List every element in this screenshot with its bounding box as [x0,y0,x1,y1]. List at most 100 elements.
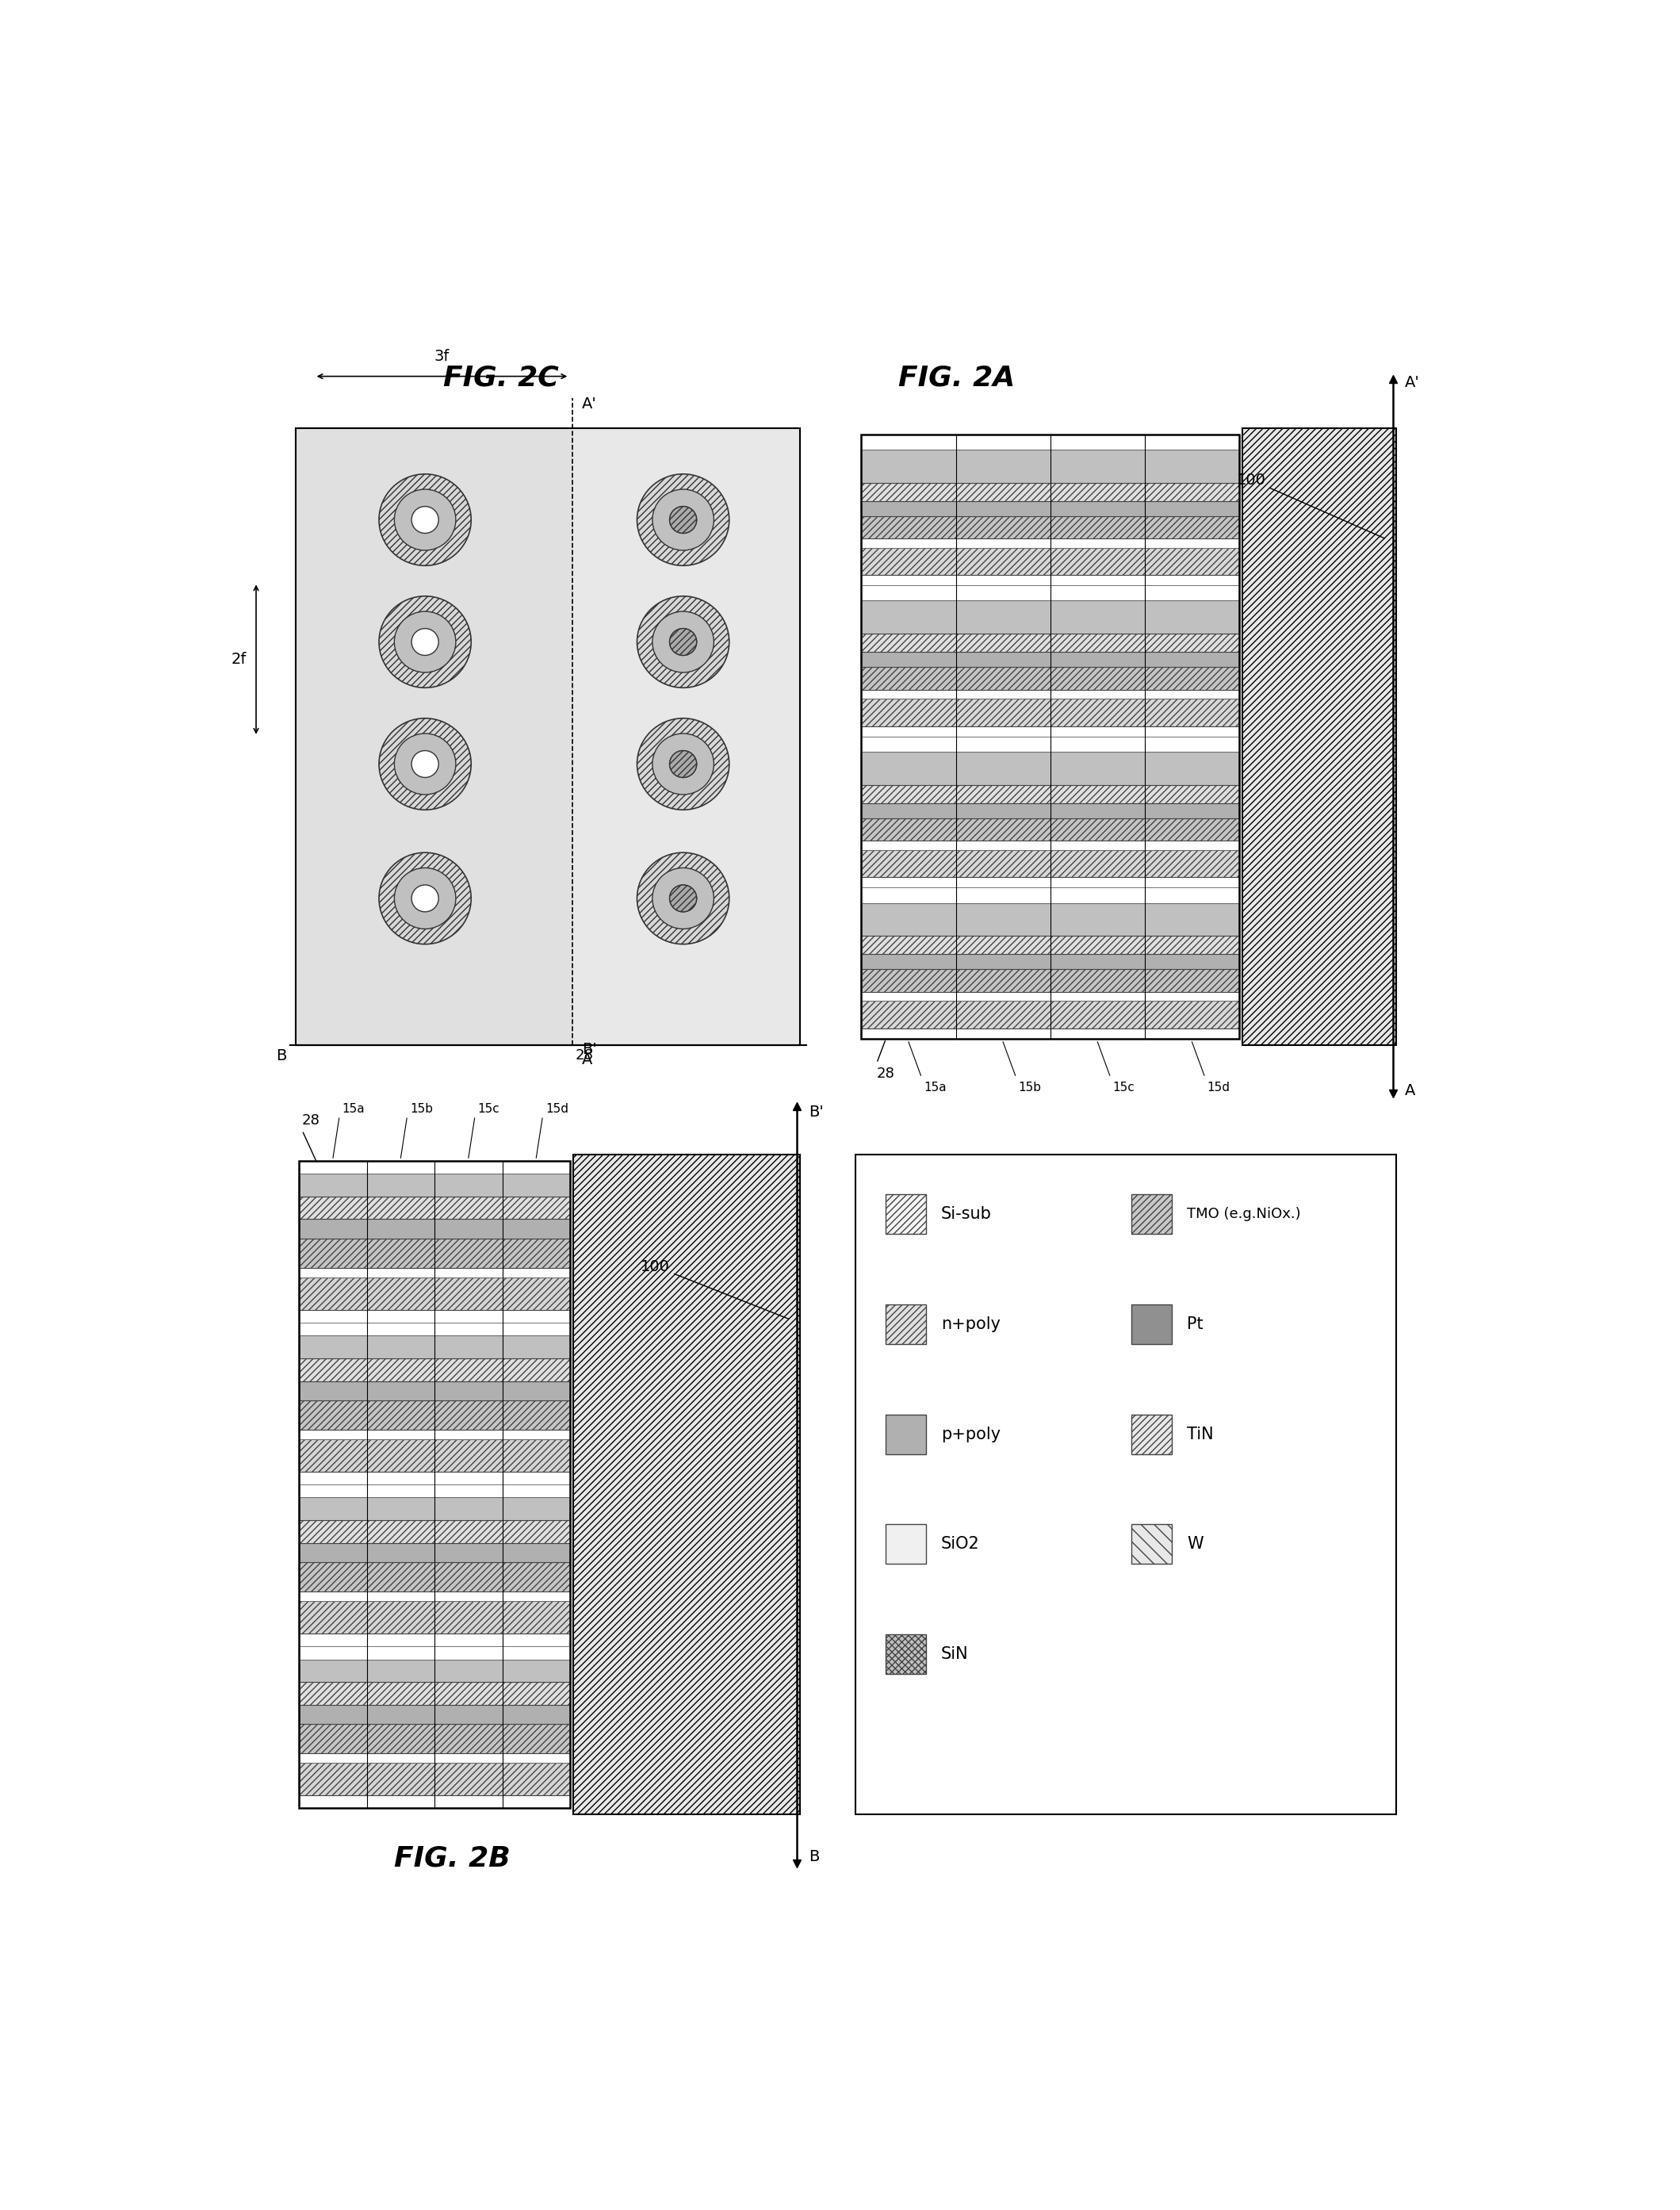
Bar [299,1174,570,1196]
Circle shape [380,718,470,809]
Bar [299,1682,570,1704]
Circle shape [652,869,714,928]
Bar [862,435,1240,1039]
Bar [299,1591,570,1600]
Circle shape [652,488,714,550]
Bar [299,1359,570,1381]
Bar [862,482,1240,502]
Bar [862,667,1240,690]
Bar [862,652,1240,667]
Circle shape [395,869,455,928]
Bar [862,515,1240,539]
Bar [862,736,1240,751]
Bar [299,1311,570,1324]
Bar [1132,1304,1171,1344]
Bar [573,429,800,1045]
Bar [299,1646,570,1660]
Bar [862,601,1240,634]
Text: B': B' [581,1041,596,1056]
Bar [299,1724,570,1753]
Text: 15a: 15a [924,1081,946,1094]
Text: 28: 28 [576,1048,593,1063]
Bar [1242,429,1396,1045]
Bar [862,1001,1240,1028]
Bar [299,1764,570,1795]
Text: 15c: 15c [477,1103,499,1116]
Bar [299,1238,570,1269]
Bar [1132,1414,1171,1454]
Bar [885,1525,926,1565]
Circle shape [380,597,470,687]
Text: 15c: 15c [1112,1081,1136,1094]
Bar [862,937,1240,955]
Text: 15d: 15d [1208,1081,1230,1094]
Circle shape [670,884,697,913]
Text: TiN: TiN [1188,1425,1213,1443]
Circle shape [380,473,470,566]
Bar [299,1660,570,1682]
Bar [299,1439,570,1472]
Text: B': B' [810,1105,823,1120]
Bar [862,727,1240,736]
Circle shape [652,734,714,796]
Bar [1132,1196,1171,1233]
Bar [855,1156,1396,1814]
Bar [885,1633,926,1673]
Text: FIG. 2C: FIG. 2C [444,365,559,391]
Bar [299,1277,570,1311]
Text: 15d: 15d [546,1103,568,1116]
Bar [573,1156,800,1814]
Circle shape [637,597,729,687]
Bar [299,1196,570,1220]
Text: 3f: 3f [433,349,450,365]
Bar [862,502,1240,515]
Bar [296,429,800,1045]
Bar [885,1196,926,1233]
Bar [299,1704,570,1724]
Bar [299,1795,570,1808]
Bar [862,955,1240,970]
Bar [299,1220,570,1238]
Circle shape [637,718,729,809]
Bar [862,992,1240,1001]
Bar [862,751,1240,785]
Bar [299,1160,570,1808]
Bar [862,690,1240,698]
Text: A: A [581,1052,593,1067]
Bar [299,1160,570,1174]
Text: TMO (e.g.NiOx.): TMO (e.g.NiOx.) [1188,1207,1300,1222]
Bar [299,1430,570,1439]
Text: 100: 100 [640,1260,788,1319]
Text: n+poly: n+poly [941,1317,1001,1333]
Circle shape [652,612,714,672]
Bar [299,1335,570,1359]
Bar [296,429,573,1045]
Circle shape [670,628,697,656]
Bar [299,1269,570,1277]
Text: A: A [1404,1083,1416,1098]
Bar [862,818,1240,840]
Circle shape [412,884,438,913]
Circle shape [412,751,438,778]
Bar [862,698,1240,727]
Bar [299,1753,570,1764]
Circle shape [412,506,438,533]
Bar [862,802,1240,818]
Text: 15b: 15b [1018,1081,1042,1094]
Bar [299,1472,570,1485]
Text: 28: 28 [877,1065,895,1081]
Bar [862,449,1240,482]
Text: FIG. 2A: FIG. 2A [899,365,1015,391]
Bar [862,634,1240,652]
Text: Si-sub: Si-sub [941,1207,991,1222]
Circle shape [395,488,455,550]
Bar [862,851,1240,877]
Bar [862,888,1240,904]
Text: 100: 100 [1236,473,1384,539]
Text: SiN: SiN [941,1646,969,1662]
Bar [885,1304,926,1344]
Bar [299,1324,570,1335]
Bar [862,904,1240,937]
Bar [296,429,800,1045]
Circle shape [670,506,697,533]
